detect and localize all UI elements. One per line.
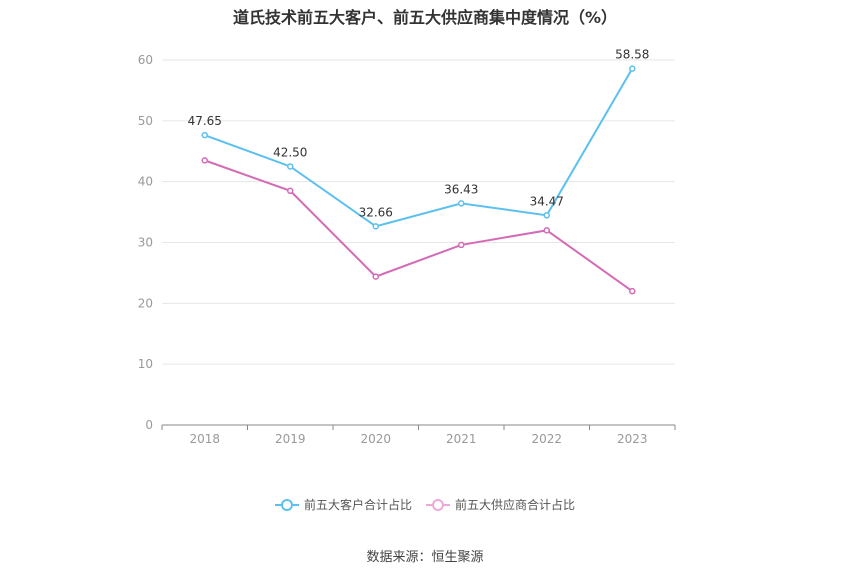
data-point[interactable]	[287, 187, 294, 195]
y-tick-label: 0	[145, 418, 153, 432]
y-axis: 0 10 20 30 40 50 60	[138, 53, 153, 432]
data-label: 32.66	[359, 205, 393, 219]
y-tick-label: 20	[138, 296, 153, 310]
series-group	[201, 65, 636, 295]
data-point[interactable]	[629, 287, 636, 295]
data-point[interactable]	[629, 65, 636, 72]
x-tick-label: 2021	[446, 432, 477, 446]
x-tick-label: 2023	[617, 432, 648, 446]
legend-item-suppliers[interactable]: 前五大供应商合计占比	[426, 496, 575, 513]
x-axis: 2018 2019 2020 2021 2022 2023	[161, 424, 676, 446]
data-point[interactable]	[543, 227, 550, 234]
y-tick-label: 60	[138, 53, 153, 67]
y-tick-label: 30	[138, 236, 153, 250]
data-label: 58.58	[615, 48, 649, 62]
data-point[interactable]	[372, 273, 379, 280]
data-label: 34.47	[530, 194, 564, 208]
x-tick-label: 2020	[360, 432, 391, 446]
legend-swatch-suppliers	[426, 498, 450, 512]
legend-item-customers[interactable]: 前五大客户合计占比	[274, 496, 412, 513]
x-tick-label: 2019	[275, 432, 306, 446]
y-tick-label: 40	[138, 175, 153, 189]
series-line	[204, 68, 634, 228]
source-note: 数据来源：恒生聚源	[366, 550, 484, 565]
data-point[interactable]	[287, 163, 294, 170]
x-tick-label: 2022	[531, 432, 562, 446]
data-label: 42.50	[273, 145, 307, 159]
data-point[interactable]	[372, 223, 379, 230]
series-line	[204, 159, 633, 292]
data-point[interactable]	[458, 200, 465, 207]
data-label: 36.43	[444, 182, 478, 196]
grid-lines	[162, 59, 675, 365]
data-label: 47.65	[188, 114, 222, 128]
legend-label-suppliers: 前五大供应商合计占比	[455, 498, 576, 512]
data-point[interactable]	[201, 157, 208, 164]
data-labels: 47.65 42.50 32.66 36.43 34.47 58.58	[188, 48, 650, 220]
y-tick-label: 50	[138, 114, 153, 128]
line-chart: 0 10 20 30 40 50 60 2018 2019 2020 2021 2022 2023 4…	[138, 48, 676, 446]
data-point[interactable]	[458, 241, 465, 249]
data-point[interactable]	[201, 131, 208, 139]
legend: 前五大客户合计占比 前五大供应商合计占比	[0, 496, 850, 513]
legend-swatch-customers	[274, 498, 299, 512]
data-point[interactable]	[543, 212, 550, 219]
x-tick-label: 2018	[189, 432, 220, 446]
chart-title: 道氏技术前五大客户、前五大供应商集中度情况（%）	[232, 8, 618, 27]
legend-label-customers: 前五大客户合计占比	[303, 498, 412, 512]
y-tick-label: 10	[138, 357, 153, 371]
